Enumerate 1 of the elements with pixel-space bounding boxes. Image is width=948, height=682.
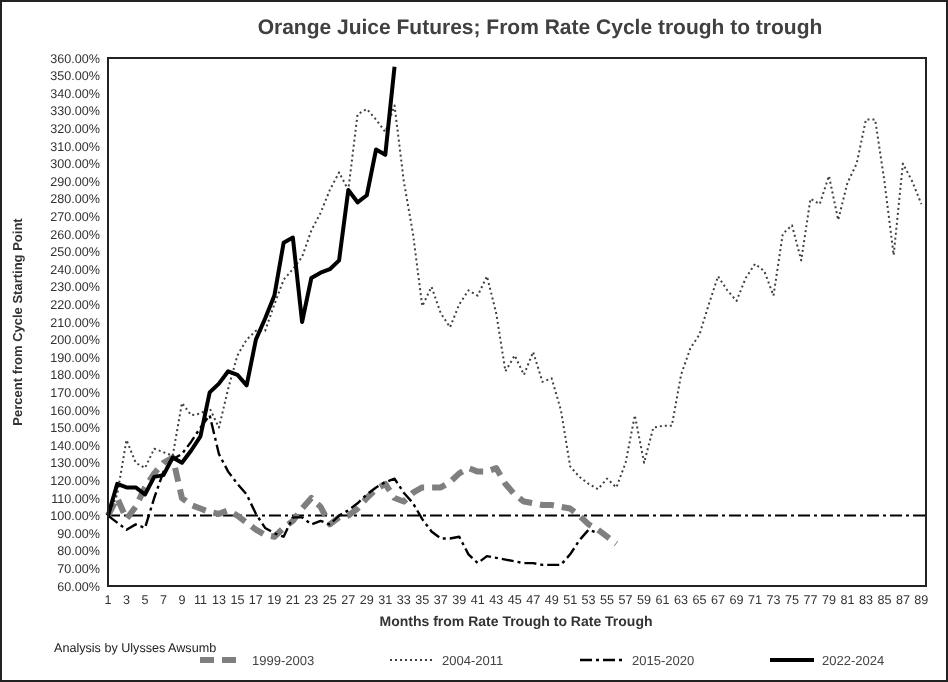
chart-title: Orange Juice Futures; From Rate Cycle trough to trough bbox=[257, 16, 823, 40]
